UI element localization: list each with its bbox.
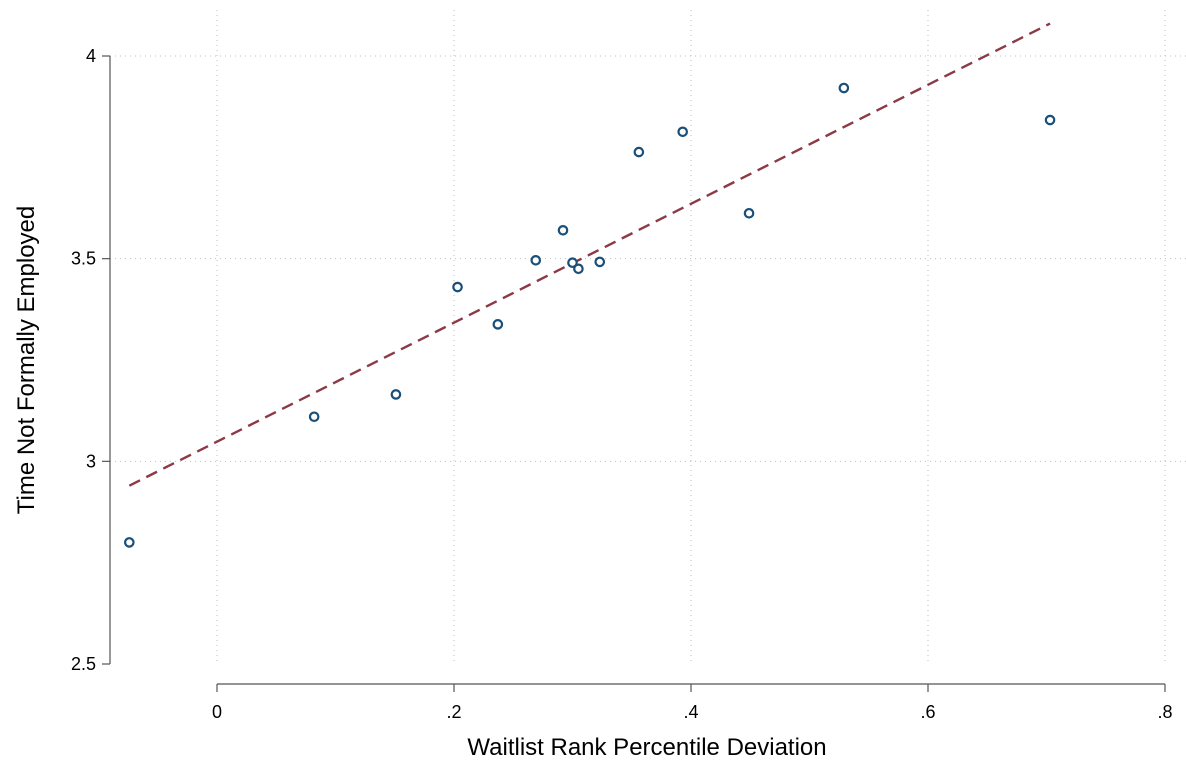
gridlines bbox=[110, 10, 1186, 664]
ticks: 2.5 3 3.5 4 0 .2 .4 .6 .8 bbox=[71, 46, 1173, 722]
data-point bbox=[567, 257, 578, 269]
data-points bbox=[124, 82, 1056, 548]
data-point bbox=[1044, 114, 1056, 126]
y-tick-label: 4 bbox=[86, 46, 96, 66]
data-point bbox=[633, 146, 645, 158]
x-tick-label: .4 bbox=[683, 702, 698, 722]
x-tick-label: .2 bbox=[446, 702, 461, 722]
fit-line-group bbox=[128, 22, 1051, 487]
x-axis-title: Waitlist Rank Percentile Deviation bbox=[467, 734, 826, 761]
data-point bbox=[452, 281, 463, 293]
data-point bbox=[390, 389, 402, 400]
fit-line bbox=[128, 22, 1051, 487]
data-point bbox=[677, 126, 689, 138]
data-point bbox=[743, 207, 755, 219]
x-tick-label: 0 bbox=[212, 702, 222, 722]
data-point bbox=[530, 254, 542, 266]
x-tick-label: .6 bbox=[920, 702, 935, 722]
data-point bbox=[308, 411, 320, 423]
data-point bbox=[124, 537, 135, 548]
y-tick-label: 2.5 bbox=[71, 654, 96, 674]
y-tick-label: 3.5 bbox=[71, 249, 96, 269]
y-tick-label: 3 bbox=[86, 451, 96, 471]
y-axis-title: Time Not Formally Employed bbox=[13, 206, 40, 515]
data-point bbox=[838, 82, 850, 94]
data-point bbox=[573, 263, 584, 275]
data-point bbox=[557, 224, 569, 236]
data-point bbox=[492, 319, 504, 330]
x-tick-label: .8 bbox=[1157, 702, 1172, 722]
data-point bbox=[594, 256, 606, 268]
